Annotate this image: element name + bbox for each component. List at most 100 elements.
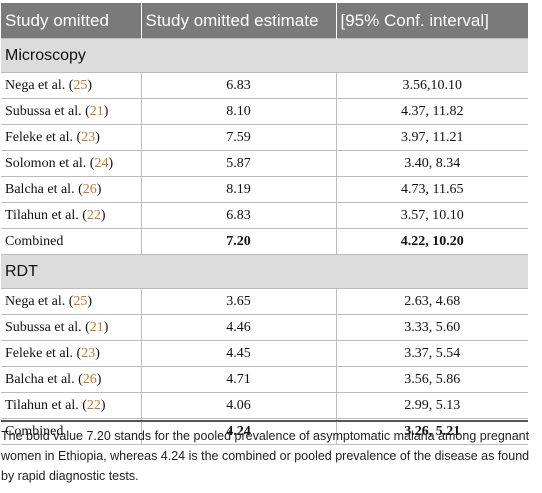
table-row: Subussa et al. (21) 4.46 3.33, 5.60 [1,314,528,341]
combined-row: Combined 7.20 4.22, 10.20 [1,228,528,255]
estimate-cell: 8.19 [141,176,337,203]
study-author: Balcha et al. ( [5,371,83,387]
reference-link[interactable]: 26 [82,371,97,387]
table-row: Balcha et al. (26) 8.19 4.73, 11.65 [1,176,528,203]
header-study-omitted: Study omitted [1,3,142,39]
study-cell: Feleke et al. (23) [1,124,142,151]
study-author: Nega et al. ( [5,77,74,93]
estimate-cell: 4.06 [141,392,337,419]
study-cell: Balcha et al. (26) [1,366,142,393]
section-header-row: Microscopy [1,38,528,73]
table-body: Microscopy Nega et al. (25) 6.83 3.56,10.10… [1,38,528,445]
reference-link[interactable]: 25 [73,293,88,309]
confidence-interval-cell: 4.37, 11.82 [336,98,528,125]
study-author: Solomon et al. ( [5,155,95,171]
section-title: RDT [1,254,528,289]
estimate-cell: 4.71 [141,366,337,393]
reference-link[interactable]: 21 [89,103,104,119]
study-author: Balcha et al. ( [5,181,83,197]
study-cell: Solomon et al. (24) [1,150,142,177]
reference-close-paren: ) [108,155,114,171]
estimate-cell: 7.59 [141,124,337,151]
reference-link[interactable]: 23 [81,129,96,145]
study-cell: Tilahun et al. (22) [1,202,142,229]
table-bottom-rule [1,420,528,422]
table-row: Balcha et al. (26) 4.71 3.56, 5.86 [1,366,528,393]
confidence-interval-cell: 4.73, 11.65 [336,176,528,203]
header-estimate: Study omitted estimate [141,3,337,39]
table-row: Feleke et al. (23) 4.45 3.37, 5.54 [1,340,528,367]
confidence-interval-cell: 3.33, 5.60 [336,314,528,341]
section-header-row: RDT [1,254,528,289]
estimate-cell: 6.83 [141,72,337,99]
study-author: Nega et al. ( [5,293,74,309]
reference-close-paren: ) [95,129,100,145]
combined-row: Combined 4.24 3.26, 5.21 [1,418,528,445]
confidence-interval-cell: 3.26, 5.21 [336,418,528,445]
confidence-interval-cell: 2.99, 5.13 [336,392,528,419]
reference-close-paren: ) [103,319,109,335]
study-author: Tilahun et al. ( [5,207,87,223]
confidence-interval-cell: 3.37, 5.54 [336,340,528,367]
study-author: Combined [5,423,64,439]
table-row: Tilahun et al. (22) 4.06 2.99, 5.13 [1,392,528,419]
reference-close-paren: ) [96,181,102,197]
estimate-cell: 7.20 [141,228,337,255]
estimate-cell: 4.24 [141,418,337,445]
reference-close-paren: ) [87,77,93,93]
reference-link[interactable]: 26 [82,181,97,197]
study-author: Feleke et al. ( [5,345,82,361]
study-cell: Balcha et al. (26) [1,176,142,203]
reference-link[interactable]: 21 [89,319,104,335]
study-cell: Subussa et al. (21) [1,98,142,125]
reference-close-paren: ) [96,371,102,387]
reference-link[interactable]: 25 [73,77,88,93]
study-cell: Feleke et al. (23) [1,340,142,367]
estimate-cell: 6.83 [141,202,337,229]
section-title: Microscopy [1,38,528,73]
confidence-interval-cell: 3.57, 10.10 [336,202,528,229]
header-confidence-interval: [95% Conf. interval] [336,3,528,39]
study-cell: Combined [1,228,142,255]
confidence-interval-cell: 3.97, 11.21 [336,124,528,151]
study-author: Subussa et al. ( [5,319,90,335]
confidence-interval-cell: 3.56, 5.86 [336,366,528,393]
confidence-interval-cell: 3.40, 8.34 [336,150,528,177]
table-row: Solomon et al. (24) 5.87 3.40, 8.34 [1,150,528,177]
reference-close-paren: ) [100,207,106,223]
confidence-interval-cell: 4.22, 10.20 [336,228,528,255]
table-row: Nega et al. (25) 3.65 2.63, 4.68 [1,288,528,315]
study-author: Subussa et al. ( [5,103,90,119]
table-row: Feleke et al. (23) 7.59 3.97, 11.21 [1,124,528,151]
reference-link[interactable]: 23 [81,345,96,361]
reference-link[interactable]: 22 [86,397,101,413]
estimate-cell: 3.65 [141,288,337,315]
reference-link[interactable]: 24 [94,155,109,171]
study-cell: Nega et al. (25) [1,72,142,99]
reference-link[interactable]: 22 [86,207,101,223]
study-cell: Combined [1,418,142,445]
sensitivity-analysis-table: Study omitted Study omitted estimate [95… [1,3,528,445]
study-author: Combined [5,233,64,249]
estimate-cell: 4.45 [141,340,337,367]
reference-close-paren: ) [95,345,100,361]
study-cell: Subussa et al. (21) [1,314,142,341]
reference-close-paren: ) [87,293,93,309]
confidence-interval-cell: 3.56,10.10 [336,72,528,99]
table-footnote: The bold value 7.20 stands for the poole… [1,429,530,483]
estimate-cell: 4.46 [141,314,337,341]
reference-close-paren: ) [103,103,109,119]
table-row: Tilahun et al. (22) 6.83 3.57, 10.10 [1,202,528,229]
table-row: Subussa et al. (21) 8.10 4.37, 11.82 [1,98,528,125]
estimate-cell: 8.10 [141,98,337,125]
study-cell: Nega et al. (25) [1,288,142,315]
study-cell: Tilahun et al. (22) [1,392,142,419]
confidence-interval-cell: 2.63, 4.68 [336,288,528,315]
sensitivity-table-container: Study omitted Study omitted estimate [95… [1,3,528,445]
study-author: Feleke et al. ( [5,129,82,145]
table-row: Nega et al. (25) 6.83 3.56,10.10 [1,72,528,99]
estimate-cell: 5.87 [141,150,337,177]
reference-close-paren: ) [100,397,106,413]
table-header-row: Study omitted Study omitted estimate [95… [1,3,528,39]
study-author: Tilahun et al. ( [5,397,87,413]
